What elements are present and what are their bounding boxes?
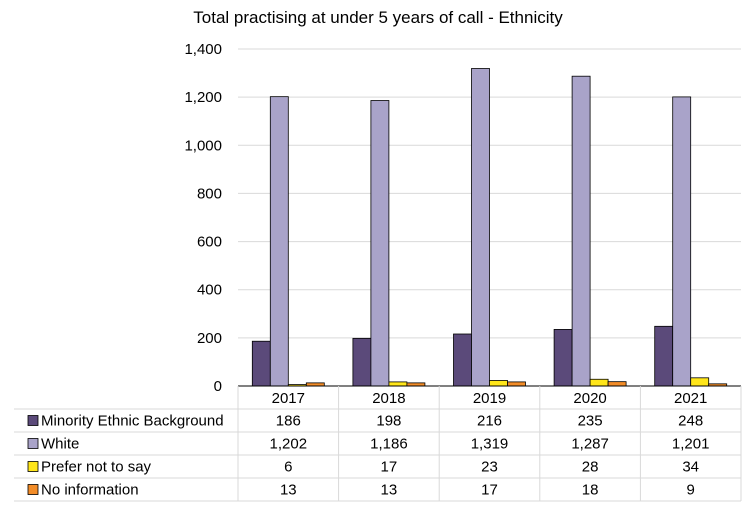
x-tick-label: 2018 xyxy=(372,390,405,407)
data-label: 1,186 xyxy=(370,436,408,453)
legend-label: No information xyxy=(41,482,139,499)
data-label: 28 xyxy=(582,459,599,476)
data-label: 6 xyxy=(284,459,292,476)
bar xyxy=(489,380,508,387)
bar xyxy=(453,333,472,387)
bar xyxy=(370,100,390,387)
legend-key xyxy=(27,438,39,449)
x-tick-label: 2019 xyxy=(473,390,506,407)
y-tick-label: 1,000 xyxy=(184,137,222,154)
bar xyxy=(471,68,490,387)
data-label: 18 xyxy=(582,482,599,499)
data-label: 9 xyxy=(687,482,695,499)
bar xyxy=(589,378,609,387)
data-label: 248 xyxy=(678,413,703,430)
legend-label: White xyxy=(41,436,79,453)
data-label: 13 xyxy=(381,482,398,499)
legend-label: Minority Ethnic Background xyxy=(41,413,224,430)
bar xyxy=(388,381,408,387)
x-tick-label: 2021 xyxy=(674,390,707,407)
data-label: 17 xyxy=(381,459,398,476)
bar xyxy=(607,381,627,387)
bar xyxy=(672,96,692,387)
data-label: 13 xyxy=(280,482,297,499)
data-label: 1,287 xyxy=(571,436,609,453)
legend-key xyxy=(27,484,39,495)
data-label: 23 xyxy=(481,459,498,476)
data-label: 235 xyxy=(578,413,603,430)
x-tick-label: 2017 xyxy=(272,390,305,407)
legend-key xyxy=(27,461,39,472)
data-label: 1,319 xyxy=(471,436,509,453)
data-label: 1,202 xyxy=(270,436,308,453)
data-label: 1,201 xyxy=(672,436,710,453)
y-tick-label: 200 xyxy=(197,330,222,347)
bar xyxy=(269,96,289,387)
y-tick-label: 800 xyxy=(197,185,222,202)
chart-title: Total practising at under 5 years of cal… xyxy=(193,8,563,27)
data-label: 17 xyxy=(481,482,498,499)
y-tick-label: 600 xyxy=(197,234,222,251)
y-tick-label: 1,400 xyxy=(184,41,222,58)
data-label: 186 xyxy=(276,413,301,430)
data-label: 216 xyxy=(477,413,502,430)
bar xyxy=(571,75,591,387)
x-tick-label: 2020 xyxy=(573,390,606,407)
bar xyxy=(352,337,372,387)
data-label: 34 xyxy=(682,459,699,476)
data-label: 198 xyxy=(376,413,401,430)
bar xyxy=(654,325,674,387)
legend-label: Prefer not to say xyxy=(41,459,152,476)
bar xyxy=(251,340,271,387)
y-tick-label: 1,200 xyxy=(184,89,222,106)
legend-key xyxy=(27,415,39,426)
bar xyxy=(690,377,710,387)
bar xyxy=(507,381,526,387)
y-tick-label: 400 xyxy=(197,282,222,299)
bar xyxy=(553,329,573,387)
y-tick-label: 0 xyxy=(214,378,222,395)
